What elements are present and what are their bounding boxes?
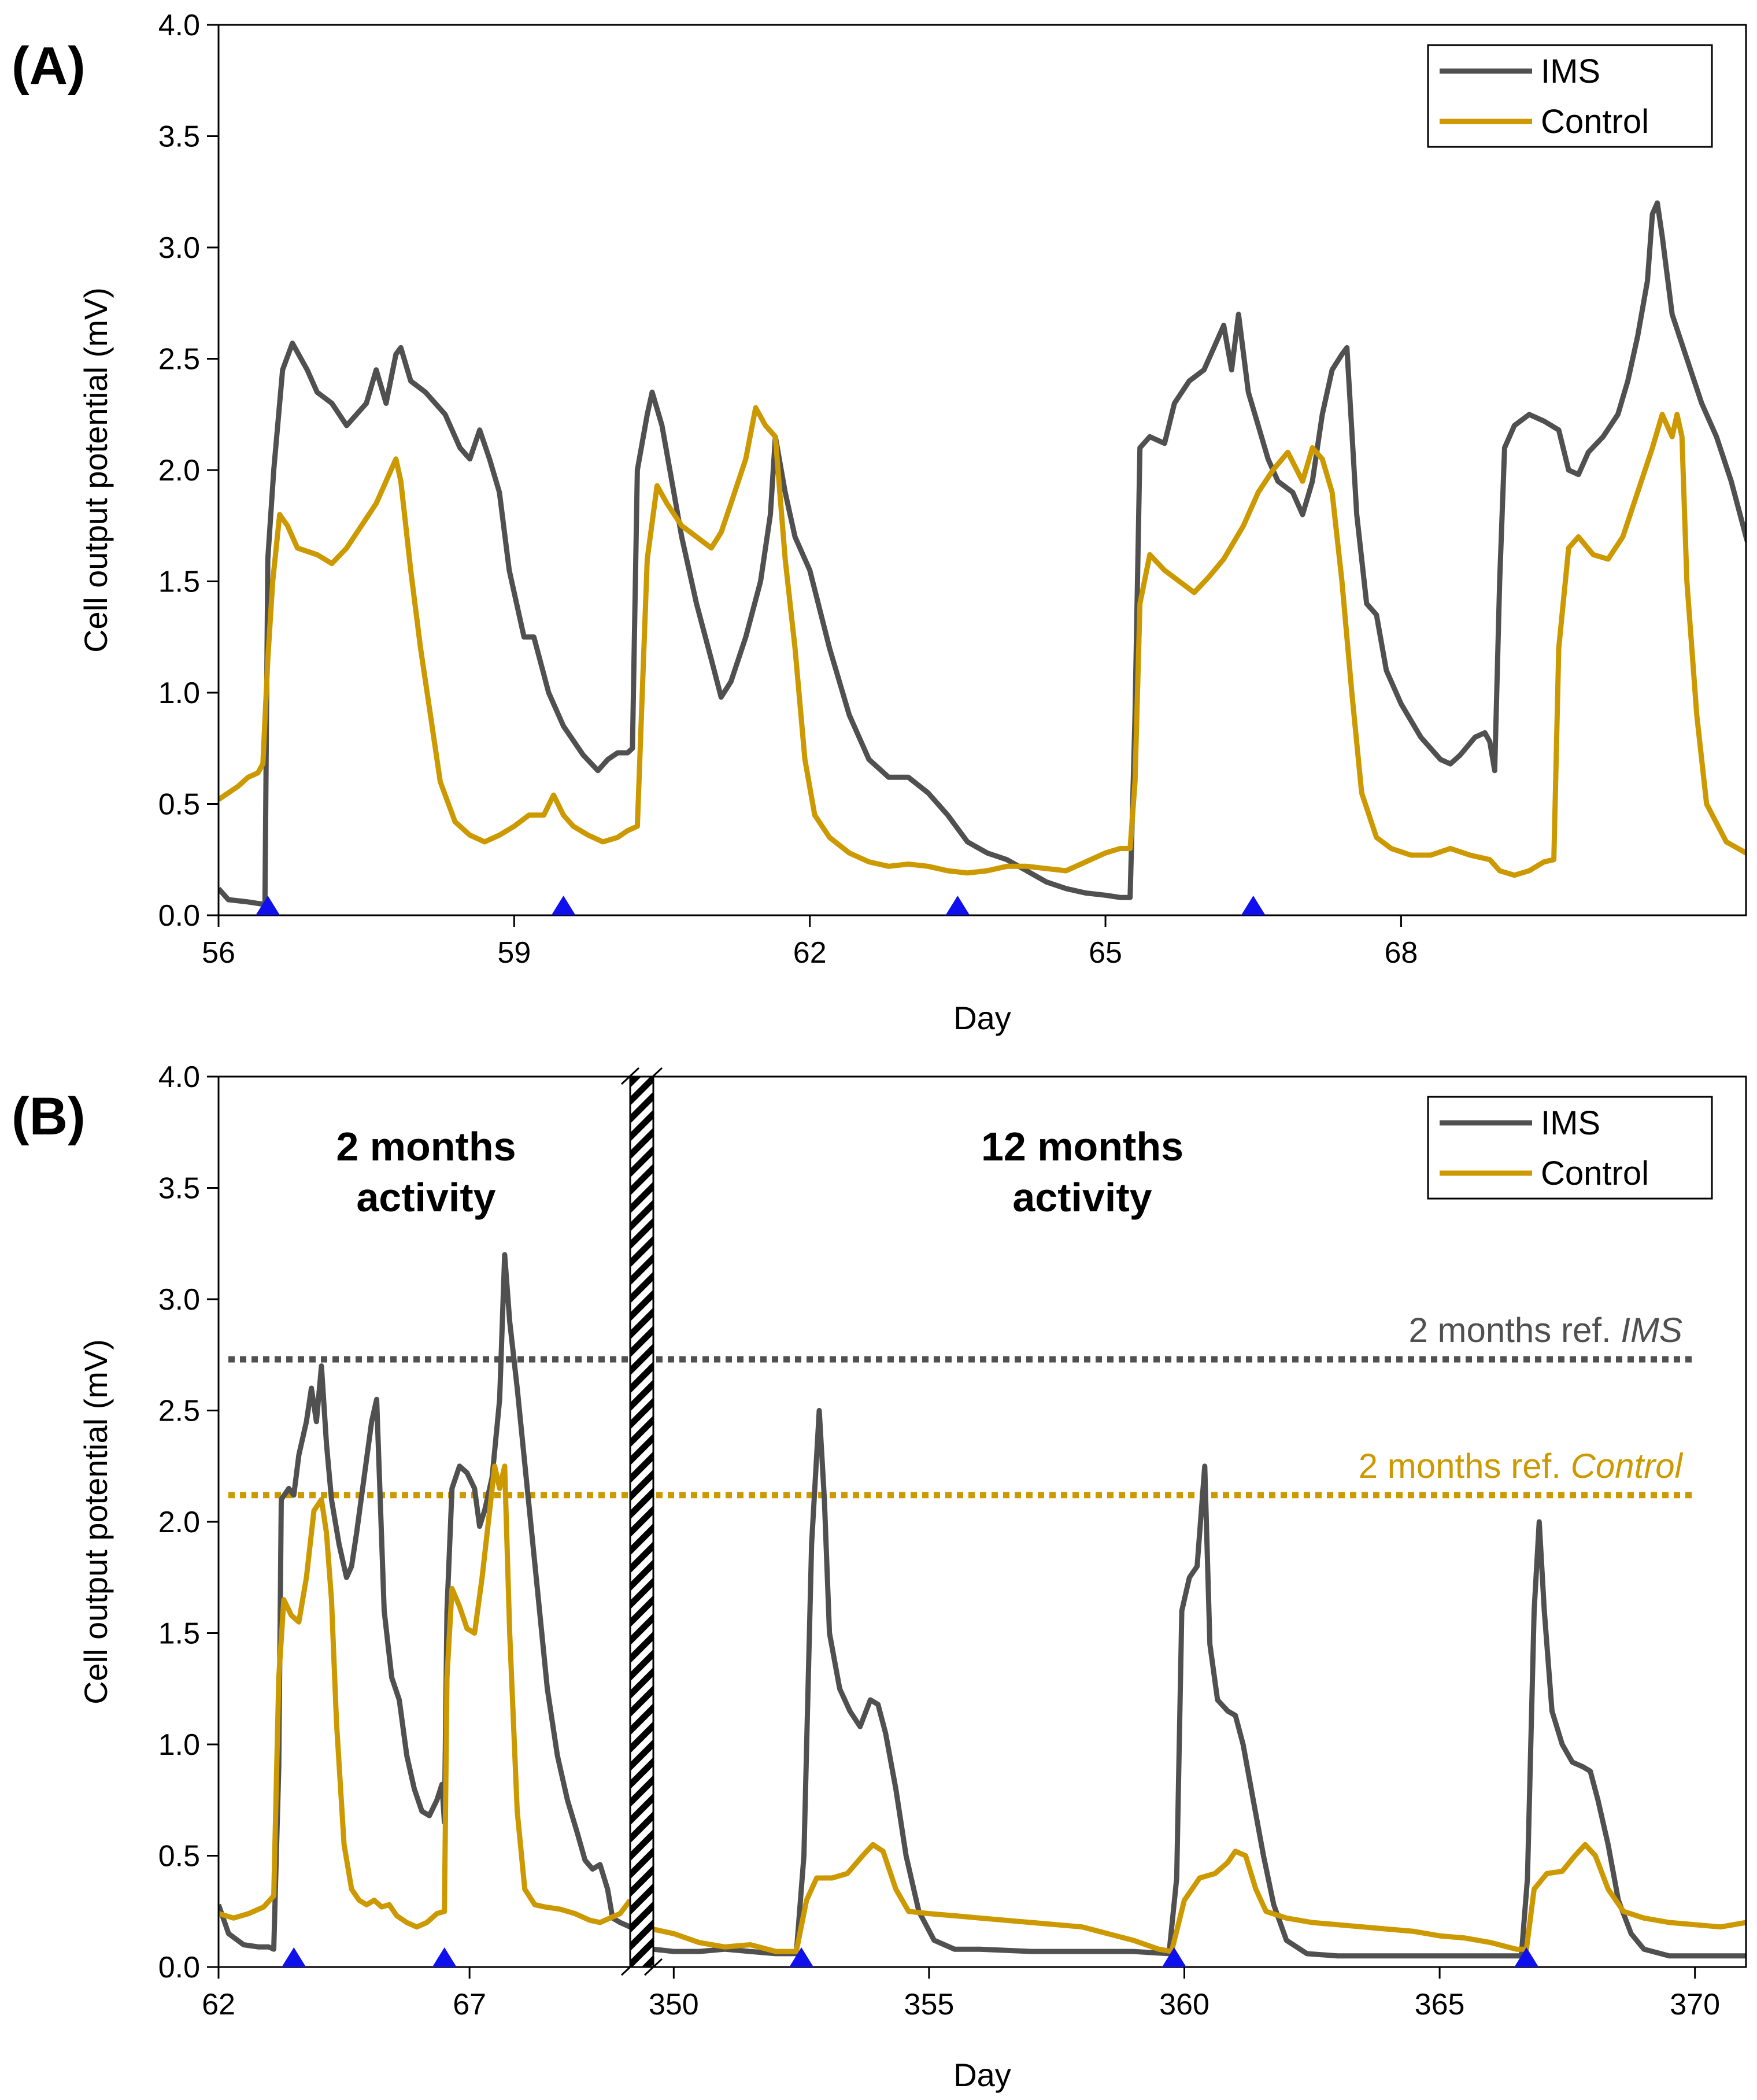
y-tick-label: 2.0 [158,454,200,487]
feeding-marker [282,1947,306,1967]
panel-b-12months-control-line [653,1842,1746,1954]
legend-ims-label: IMS [1541,53,1600,90]
panel-b-reference-lines: 2 months ref. IMS 2 months ref. Control [228,1311,1697,1499]
y-tick-label: 0.0 [158,1951,200,1984]
y-tick-label: 4.0 [158,9,200,42]
x-tick-label: 62 [202,1988,235,2021]
y-tick-label: 0.0 [158,899,200,933]
feeding-marker [256,896,280,915]
y-tick-label: 3.5 [158,120,200,154]
panel-a-x-axis-label: Day [953,1000,1011,1036]
feeding-marker [432,1947,457,1967]
y-tick-label: 3.0 [158,1283,200,1317]
panel-b-legend: IMS Control [1427,1096,1713,1200]
panel-a-feeding-markers [256,896,1266,915]
feeding-marker [945,896,970,915]
y-tick-label: 1.0 [158,676,200,710]
y-tick-label: 1.5 [158,1617,200,1651]
panel-a-axes-frame [217,24,1747,916]
annotation-12-months-line2: activity [1012,1175,1152,1220]
x-tick-label: 65 [1089,936,1122,970]
annotation-12-months-line1: 12 months [981,1124,1183,1169]
feeding-marker [1241,896,1266,915]
panel-a-x-ticks: 56 59 62 65 68 [202,915,1418,970]
x-tick-label: 350 [649,1988,699,2021]
annotation-12-months: 12 months activity [981,1124,1183,1220]
panel-a-legend: IMS Control [1427,44,1713,148]
feeding-marker [1514,1947,1539,1967]
feeding-marker [789,1947,814,1967]
x-tick-label: 56 [202,936,235,970]
panel-b-label: (B) [12,1087,86,1146]
panel-b: (B) 0.0 0.5 1.0 1.5 2.0 2.5 3.0 3.5 4.0 62 67 350 3… [12,1060,1747,2093]
x-tick-label: 59 [497,936,531,970]
feeding-marker [551,896,576,915]
y-tick-label: 1.5 [158,565,200,599]
y-tick-label: 3.5 [158,1172,200,1206]
x-tick-label: 67 [453,1988,486,2021]
reference-line-label: 2 months ref. Control [1359,1447,1684,1485]
y-tick-label: 2.5 [158,343,200,376]
panel-b-x-ticks: 62 67 350 355 360 365 370 [202,1967,1720,2021]
panel-a-label: (A) [12,36,86,95]
annotation-2-months-line1: 2 months [336,1124,516,1169]
y-tick-label: 2.0 [158,1506,200,1539]
annotation-2-months: 2 months activity [336,1124,516,1220]
panel-a: (A) 0.0 0.5 1.0 1.5 2.0 2.5 3.0 3.5 4.0 56 59 62 65… [12,9,1747,1036]
x-tick-label: 355 [904,1988,955,2021]
x-tick-label: 360 [1159,1988,1209,2021]
panel-a-control-line [219,405,1746,878]
legend-ims-label: IMS [1541,1104,1600,1142]
panel-a-y-axis-label: Cell output potential (mV) [77,287,114,653]
panel-b-axes-frame [217,1075,1747,1968]
x-tick-label: 365 [1415,1988,1465,2021]
axis-break [620,1067,663,1976]
panel-a-y-ticks: 0.0 0.5 1.0 1.5 2.0 2.5 3.0 3.5 4.0 [158,9,219,933]
panel-b-x-axis-label: Day [953,2057,1011,2093]
feeding-marker [1162,1947,1186,1967]
legend-control-label: Control [1541,1155,1649,1192]
panel-b-feeding-markers [282,1947,1539,1967]
y-tick-label: 2.5 [158,1395,200,1428]
y-tick-label: 0.5 [158,1840,200,1873]
panel-b-y-axis-label: Cell output potential (mV) [77,1339,114,1705]
annotation-2-months-line2: activity [356,1175,495,1220]
y-tick-label: 0.5 [158,788,200,822]
panel-a-ims-line [219,200,1746,915]
y-tick-label: 4.0 [158,1060,200,1094]
panel-b-2months-ims-line [219,1252,630,1952]
panel-b-y-ticks: 0.0 0.5 1.0 1.5 2.0 2.5 3.0 3.5 4.0 [158,1060,219,1984]
panel-b-12months-ims-line [653,1408,1746,1959]
x-tick-label: 370 [1670,1988,1720,2021]
panel-b-2months-control-line [219,1463,630,1930]
legend-control-label: Control [1541,103,1649,141]
x-tick-label: 62 [793,936,827,970]
reference-line-label: 2 months ref. IMS [1409,1311,1683,1350]
y-tick-label: 3.0 [158,231,200,265]
x-tick-label: 68 [1384,936,1418,970]
y-tick-label: 1.0 [158,1728,200,1762]
